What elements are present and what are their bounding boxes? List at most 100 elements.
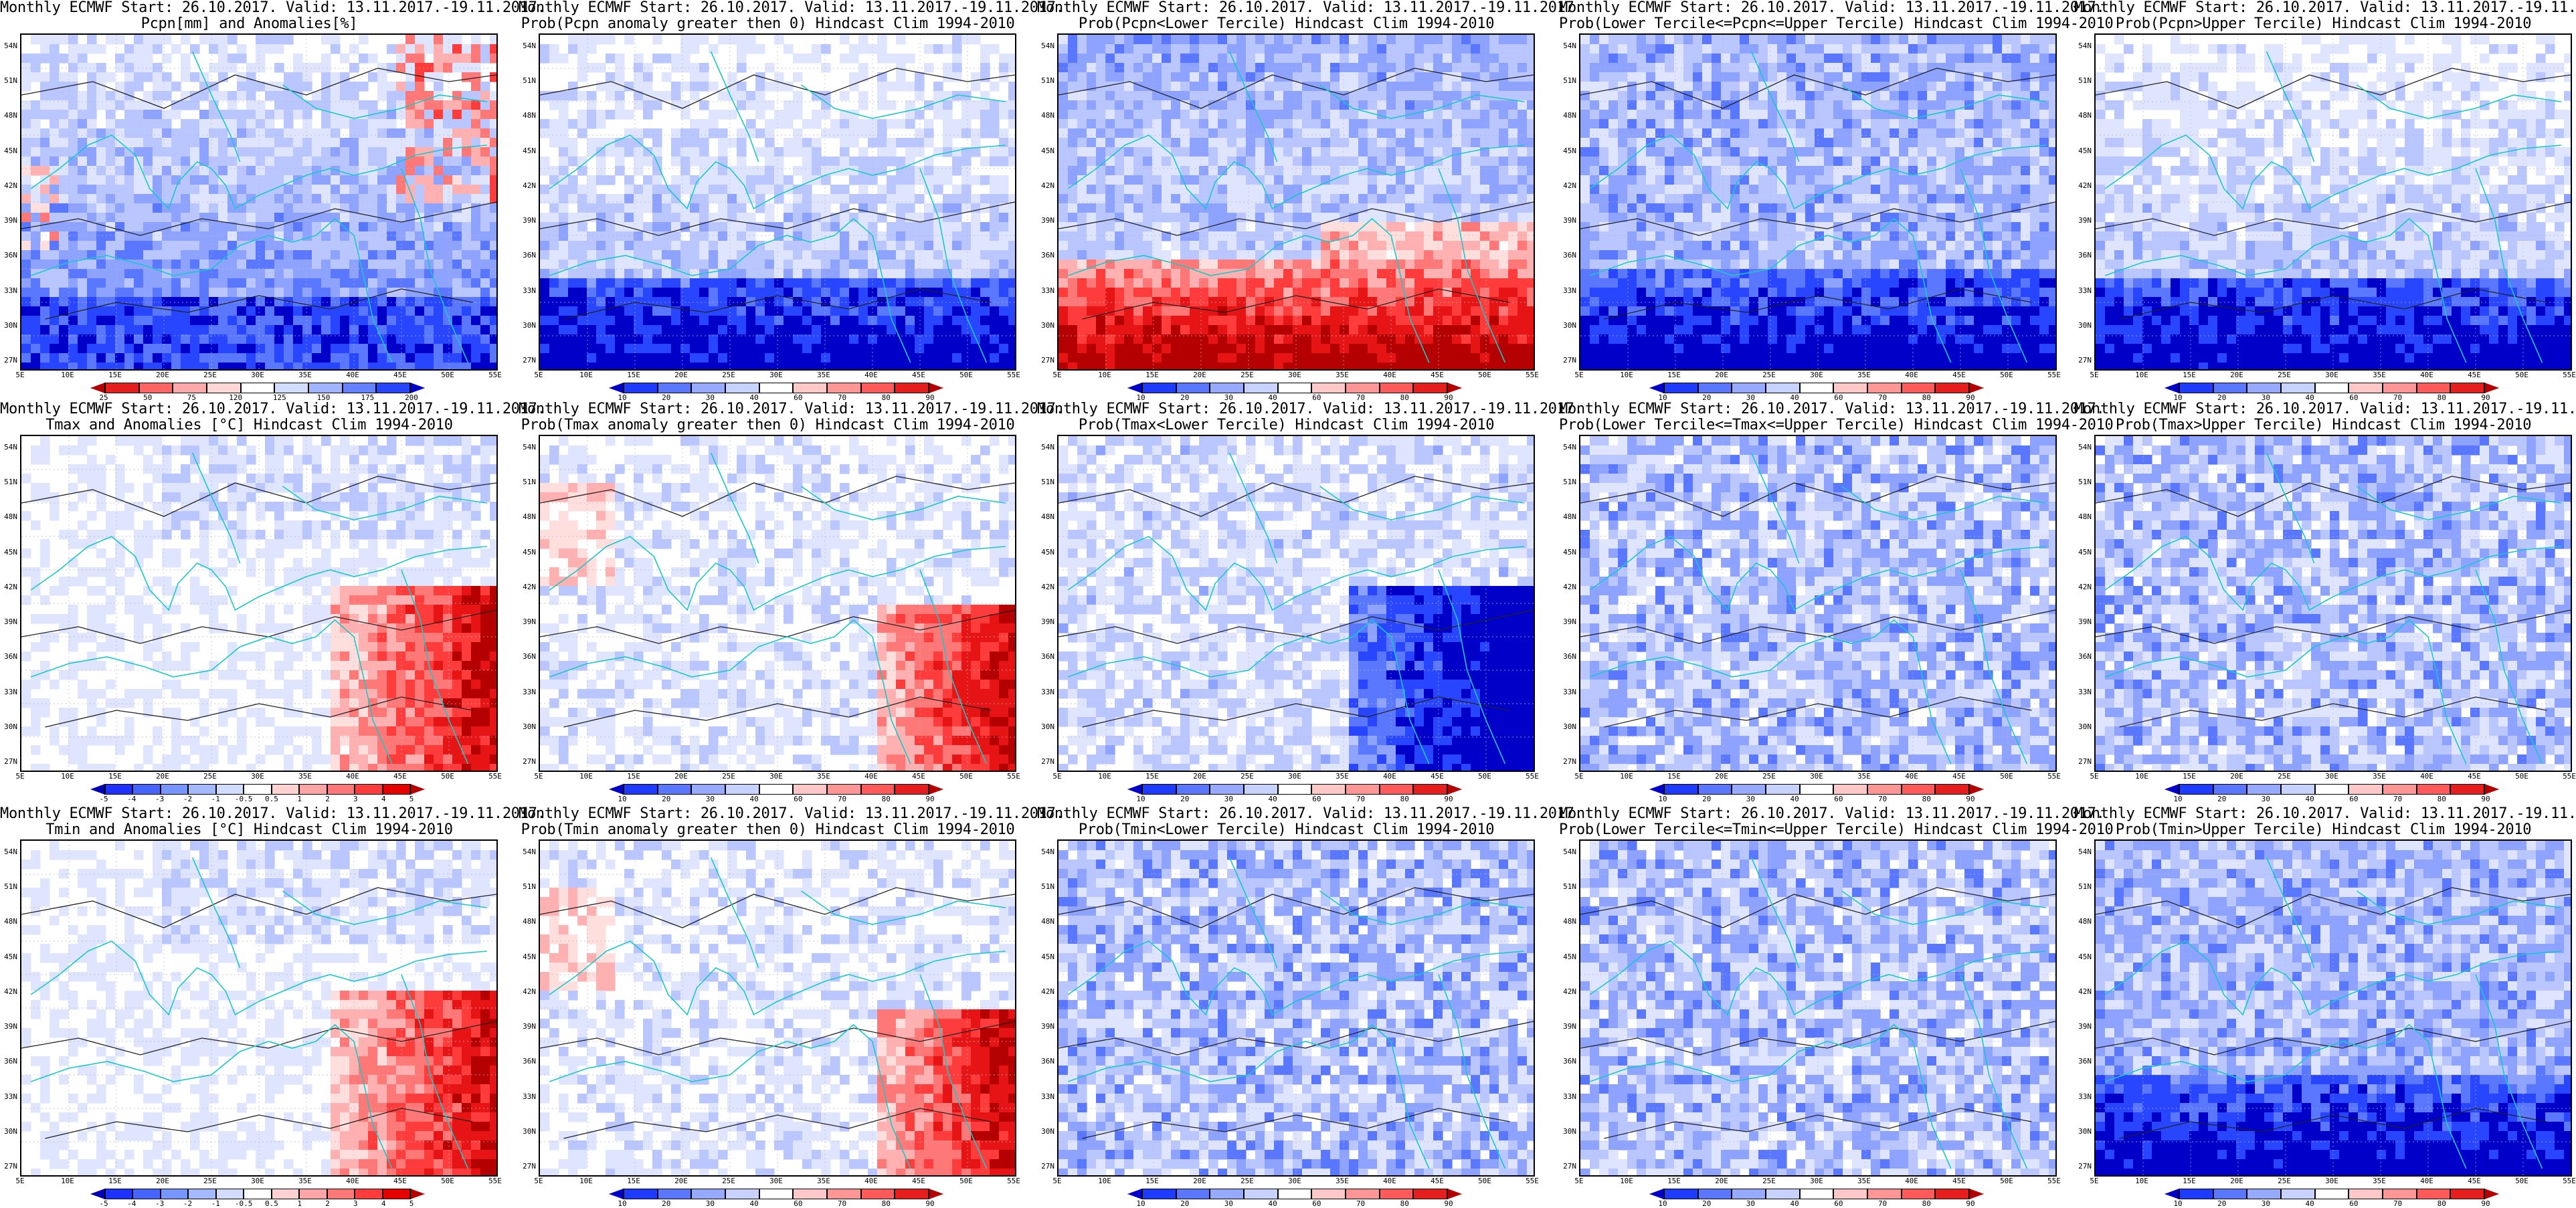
lon-label: 40E — [1376, 1177, 1403, 1185]
colorbar-swatch — [2179, 383, 2213, 393]
colorbar-swatch — [1732, 383, 1766, 393]
colorbar-tick-label: 90 — [2474, 795, 2498, 803]
lon-label: 10E — [573, 1177, 600, 1185]
colorbar-swatch — [2165, 383, 2179, 393]
lon-label: 10E — [1613, 772, 1640, 781]
colorbar-swatch — [1278, 383, 1312, 393]
colorbar-swatch — [1142, 784, 1176, 795]
colorbar-swatch — [759, 383, 794, 393]
colorbar-swatch — [1311, 383, 1346, 393]
lon-label: 20E — [149, 1177, 176, 1185]
colorbar-swatch — [173, 383, 207, 393]
lat-label: 51N — [2074, 76, 2092, 85]
colorbar-swatch — [1413, 784, 1447, 795]
colorbar-swatch — [624, 784, 658, 795]
colorbar-swatch — [272, 1189, 299, 1199]
lon-label: 55E — [2556, 772, 2576, 781]
colorbar-swatch — [929, 383, 943, 393]
lat-label: 30N — [1037, 321, 1054, 330]
colorbar-swatch — [624, 1189, 658, 1199]
lat-label: 42N — [0, 181, 17, 190]
colorbar-swatch — [188, 784, 215, 795]
panel-title-line2: Tmax and Anomalies [°C] Hindcast Clim 19… — [0, 417, 498, 433]
colorbar-swatch — [2247, 784, 2281, 795]
lon-label: 55E — [2041, 371, 2067, 379]
lat-label: 45N — [2074, 146, 2092, 155]
colorbar-swatch — [327, 1189, 355, 1199]
colorbar — [609, 1189, 943, 1198]
lon-label: 55E — [1000, 1177, 1027, 1185]
colorbar-tick-label: -1 — [203, 795, 227, 803]
colorbar-swatch — [355, 1189, 382, 1199]
colorbar-swatch — [2417, 784, 2451, 795]
colorbar-swatch — [1969, 1189, 1984, 1199]
lon-label: 25E — [1234, 772, 1261, 781]
lat-label: 33N — [0, 688, 17, 696]
lon-label: 45E — [1946, 772, 1972, 781]
map-panel-r3-c2: Monthly ECMWF Start: 26.10.2017. Valid: … — [519, 806, 1017, 1204]
lon-label: 15E — [1661, 772, 1687, 781]
map-panel-r2-c5: Monthly ECMWF Start: 26.10.2017. Valid: … — [2074, 401, 2573, 799]
colorbar — [609, 383, 943, 392]
lon-label: 45E — [1424, 371, 1451, 379]
colorbar-swatch — [105, 1189, 132, 1199]
lat-label: 45N — [1037, 146, 1054, 155]
colorbar-tick-label: 80 — [1392, 795, 1416, 803]
colorbar-swatch — [793, 1189, 827, 1199]
lat-label: 36N — [1037, 1057, 1054, 1066]
lat-label: 45N — [1037, 548, 1054, 557]
colorbar-swatch — [1766, 784, 1800, 795]
colorbar-swatch — [2179, 784, 2213, 795]
lon-label: 10E — [1613, 371, 1640, 379]
lon-label: 10E — [573, 371, 600, 379]
colorbar-swatch — [1127, 784, 1142, 795]
lon-label: 20E — [149, 772, 176, 781]
colorbar-swatch — [343, 383, 377, 393]
lon-label: 50E — [953, 371, 980, 379]
panel-title-line2: Pcpn[mm] and Anomalies[%] — [0, 16, 498, 32]
colorbar-swatch — [2281, 784, 2315, 795]
lat-label: 48N — [1037, 512, 1054, 521]
lon-label: 35E — [2366, 1177, 2393, 1185]
colorbar-tick-label: 30 — [1216, 795, 1240, 803]
lat-label: 36N — [0, 1057, 17, 1066]
shaded-field — [1580, 35, 2055, 369]
lat-label: 42N — [519, 181, 536, 190]
lon-label: 55E — [2041, 772, 2067, 781]
map-area — [539, 33, 1016, 371]
lat-label: 36N — [2074, 1057, 2092, 1066]
lat-label: 36N — [1037, 652, 1054, 661]
lon-label: 55E — [1000, 371, 1027, 379]
colorbar-swatch — [1413, 1189, 1447, 1199]
colorbar-swatch — [1176, 1189, 1210, 1199]
lon-label: 40E — [339, 371, 366, 379]
lat-label: 39N — [1559, 617, 1576, 626]
lat-label: 42N — [0, 987, 17, 996]
colorbar-tick-label: -4 — [120, 795, 144, 803]
colorbar-swatch — [1833, 1189, 1867, 1199]
colorbar-tick-label: 20 — [2210, 795, 2234, 803]
colorbar-swatch — [2213, 784, 2247, 795]
panel-title-line1: Monthly ECMWF Start: 26.10.2017. Valid: … — [2074, 401, 2573, 417]
colorbar-swatch — [244, 1189, 271, 1199]
shaded-field — [1580, 841, 2055, 1175]
colorbar-swatch — [1380, 784, 1414, 795]
colorbar-swatch — [1210, 1189, 1244, 1199]
lat-label: 36N — [0, 652, 17, 661]
lon-label: 25E — [1234, 371, 1261, 379]
lon-label: 30E — [244, 371, 271, 379]
colorbar-swatch — [2281, 383, 2315, 393]
colorbar-swatch — [1664, 383, 1698, 393]
colorbar-swatch — [1649, 383, 1664, 393]
lon-label: 45E — [905, 772, 932, 781]
lat-label: 33N — [1037, 688, 1054, 696]
colorbar-swatch — [759, 1189, 794, 1199]
lon-label: 55E — [482, 772, 509, 781]
lon-label: 10E — [54, 1177, 81, 1185]
lon-label: 10E — [2128, 1177, 2155, 1185]
lon-label: 15E — [2176, 1177, 2203, 1185]
colorbar-swatch — [299, 784, 327, 795]
lat-label: 54N — [1559, 41, 1576, 50]
lat-label: 42N — [1559, 181, 1576, 190]
colorbar-swatch — [207, 383, 241, 393]
